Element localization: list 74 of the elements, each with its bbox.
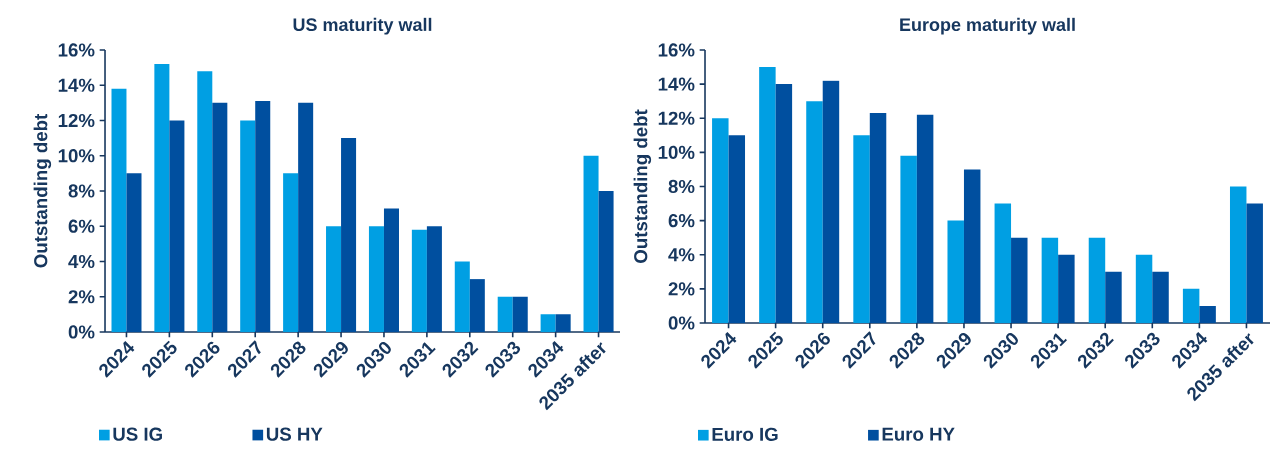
chart-title: US maturity wall (293, 17, 432, 35)
y-tick-label: 8% (668, 179, 695, 194)
bar (426, 226, 442, 332)
legend-label: Euro IG (712, 427, 778, 441)
y-tick-label: 14% (58, 78, 95, 92)
bar (728, 135, 746, 323)
bar (555, 314, 571, 332)
y-axis-title: Outstanding debt (633, 109, 652, 263)
bar (255, 101, 271, 332)
y-tick-label: 4% (68, 254, 95, 269)
bar (1058, 254, 1075, 323)
bar (454, 261, 470, 332)
bar (383, 208, 399, 332)
bar (469, 279, 485, 332)
bar (169, 120, 185, 332)
bar (1246, 203, 1263, 323)
y-tick-label: 14% (658, 77, 695, 91)
bar (540, 314, 556, 332)
bar (1199, 305, 1216, 323)
bar (775, 84, 793, 323)
bar (583, 155, 599, 332)
y-tick-label: 12% (58, 113, 95, 128)
bar (806, 101, 823, 323)
bar (853, 135, 870, 323)
bar (963, 169, 981, 323)
bar (947, 220, 964, 323)
bar (759, 67, 776, 323)
y-tick-label: 4% (668, 248, 695, 262)
legend-label: Euro HY (882, 427, 955, 441)
bar (1135, 254, 1153, 323)
y-tick-label: 0% (668, 316, 695, 330)
y-tick-label: 10% (658, 145, 695, 159)
bar (368, 226, 384, 332)
bar (111, 88, 127, 332)
y-tick-label: 16% (58, 43, 95, 57)
legend-label: US HY (266, 427, 323, 441)
bar (1229, 186, 1247, 323)
bar (1105, 271, 1122, 323)
bar (1011, 237, 1028, 323)
y-tick-label: 16% (658, 43, 695, 57)
bar (212, 102, 228, 332)
bar (916, 114, 934, 323)
y-tick-label: 10% (58, 149, 95, 163)
bar (1041, 237, 1059, 323)
bar (1152, 271, 1169, 323)
bar (1088, 237, 1106, 323)
bar (598, 190, 614, 332)
bar (512, 296, 528, 332)
bar (822, 80, 840, 323)
bar (869, 113, 887, 323)
bar (497, 296, 513, 332)
bar (197, 71, 213, 332)
y-tick-label: 12% (658, 111, 695, 125)
y-tick-label: 6% (68, 219, 95, 233)
chart-title: Europe maturity wall (900, 17, 1075, 35)
y-tick-label: 0% (68, 325, 95, 339)
y-tick-label: 2% (668, 282, 695, 296)
bar (900, 155, 917, 323)
bar (1182, 288, 1200, 323)
bar (126, 173, 142, 332)
bar (341, 138, 357, 332)
bar (283, 173, 299, 332)
y-tick-label: 6% (668, 213, 695, 228)
bar (326, 226, 342, 332)
bar (712, 118, 729, 323)
y-axis-title: Outstanding debt (33, 113, 52, 268)
bar (411, 229, 427, 332)
bar (994, 203, 1012, 323)
y-tick-label: 2% (68, 290, 95, 304)
bar (154, 64, 170, 332)
legend-label: US IG (113, 427, 162, 441)
bar (240, 120, 256, 332)
bar (298, 102, 314, 332)
y-tick-label: 8% (68, 184, 95, 198)
